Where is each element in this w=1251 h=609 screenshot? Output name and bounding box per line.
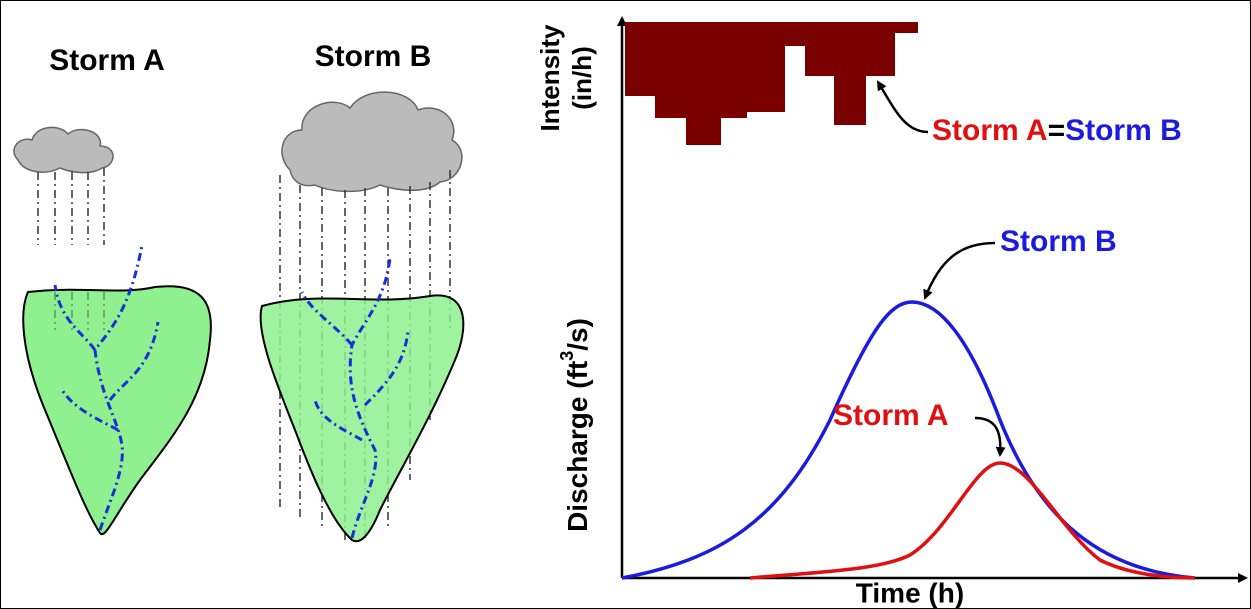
discharge-unit: /s) xyxy=(562,318,593,351)
time-label: Time (h) xyxy=(856,577,964,608)
discharge-label: Discharge (ft3/s) xyxy=(557,318,594,532)
discharge-text: Discharge (ft xyxy=(562,361,593,532)
page: Storm A Storm B xyxy=(0,0,1251,609)
storm-a-title: Storm A xyxy=(49,44,165,77)
diagram: Storm A Storm B xyxy=(0,0,1251,609)
equal-right: Storm B xyxy=(1065,114,1182,147)
storm-a-curve-label: Storm A xyxy=(833,399,949,432)
equal-sign: = xyxy=(1048,114,1066,147)
storm-b-curve-label: Storm B xyxy=(1000,225,1117,258)
intensity-unit: (in/h) xyxy=(567,46,597,110)
storm-b-title: Storm B xyxy=(315,40,432,73)
equal-left: Storm A xyxy=(932,114,1048,147)
equal-note: Storm A=Storm B xyxy=(932,114,1182,147)
discharge-superscript: 3 xyxy=(557,351,577,361)
intensity-label: Intensity xyxy=(535,24,565,131)
